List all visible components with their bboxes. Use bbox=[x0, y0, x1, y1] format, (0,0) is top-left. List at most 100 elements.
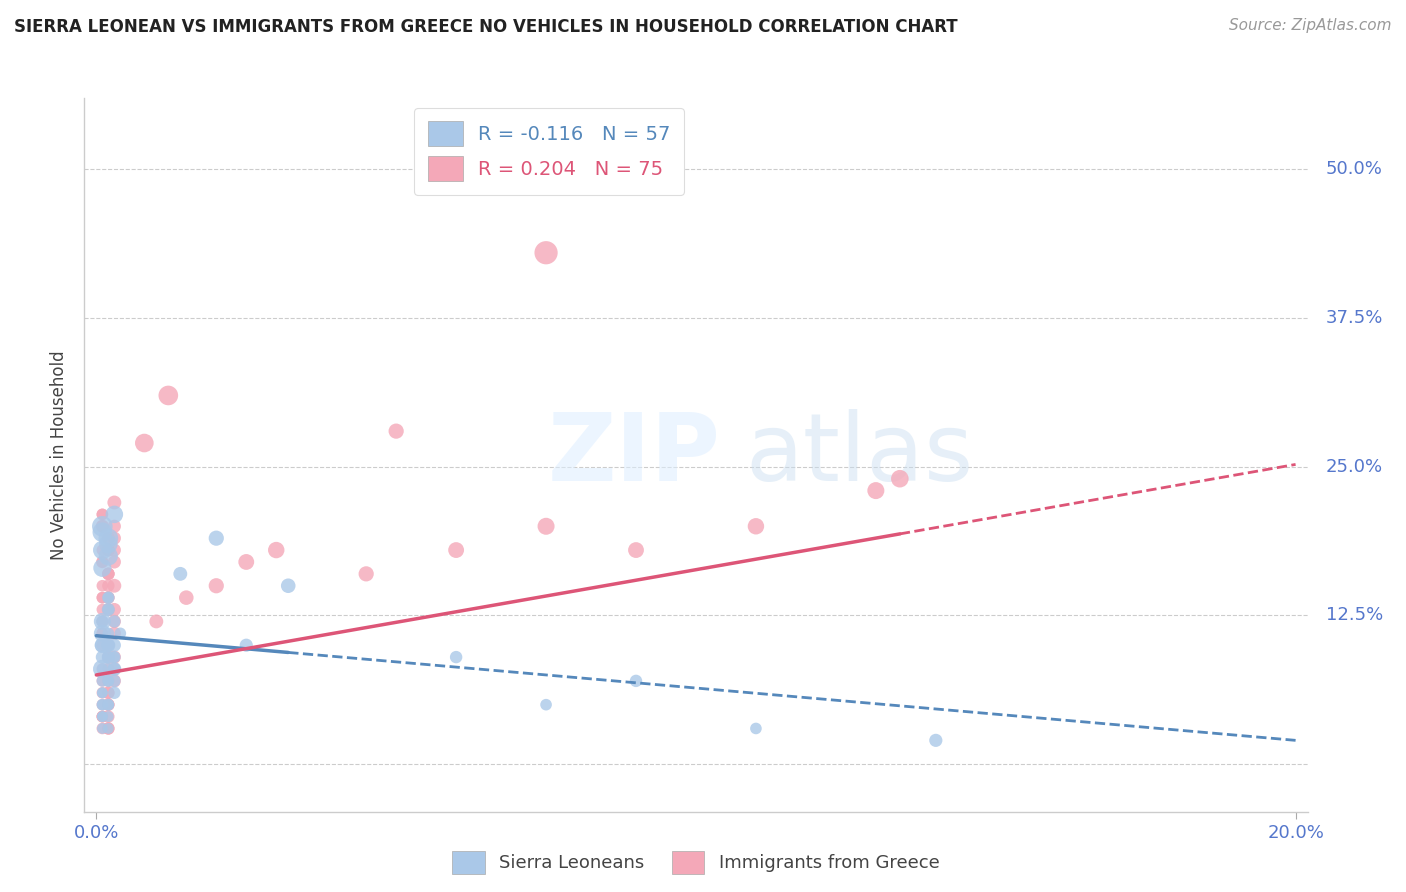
Point bbox=[97, 673, 120, 688]
Point bbox=[103, 543, 125, 558]
Point bbox=[91, 709, 114, 723]
Point bbox=[97, 698, 120, 712]
Point bbox=[103, 662, 125, 676]
Point bbox=[91, 508, 114, 522]
Point bbox=[91, 709, 114, 723]
Point bbox=[385, 424, 408, 438]
Point bbox=[91, 709, 114, 723]
Point bbox=[91, 591, 114, 605]
Point bbox=[91, 638, 114, 652]
Point bbox=[91, 615, 114, 629]
Point bbox=[91, 626, 114, 640]
Point bbox=[103, 626, 125, 640]
Point bbox=[97, 579, 120, 593]
Point bbox=[91, 662, 114, 676]
Point bbox=[103, 673, 125, 688]
Point bbox=[97, 602, 120, 616]
Point bbox=[97, 531, 120, 545]
Point bbox=[91, 638, 114, 652]
Point bbox=[91, 555, 114, 569]
Point bbox=[444, 650, 467, 665]
Point bbox=[235, 555, 257, 569]
Point bbox=[97, 566, 120, 581]
Point bbox=[103, 615, 125, 629]
Point bbox=[91, 673, 114, 688]
Point bbox=[97, 638, 120, 652]
Point bbox=[91, 543, 114, 558]
Point bbox=[624, 543, 647, 558]
Point bbox=[97, 591, 120, 605]
Point bbox=[145, 615, 167, 629]
Point bbox=[97, 722, 120, 736]
Point bbox=[91, 673, 114, 688]
Point bbox=[97, 709, 120, 723]
Point bbox=[97, 698, 120, 712]
Point bbox=[97, 650, 120, 665]
Point bbox=[91, 615, 114, 629]
Point bbox=[745, 722, 768, 736]
Point bbox=[103, 650, 125, 665]
Point bbox=[534, 519, 557, 533]
Point bbox=[97, 650, 120, 665]
Y-axis label: No Vehicles in Household: No Vehicles in Household bbox=[51, 350, 69, 560]
Point bbox=[91, 579, 114, 593]
Point bbox=[91, 519, 114, 533]
Point bbox=[205, 579, 228, 593]
Point bbox=[97, 602, 120, 616]
Point bbox=[97, 698, 120, 712]
Point bbox=[97, 650, 120, 665]
Point bbox=[103, 638, 125, 652]
Point bbox=[925, 733, 948, 747]
Point bbox=[97, 537, 120, 551]
Point bbox=[91, 686, 114, 700]
Point bbox=[97, 591, 120, 605]
Point bbox=[97, 673, 120, 688]
Point bbox=[103, 579, 125, 593]
Point bbox=[91, 662, 114, 676]
Point bbox=[91, 508, 114, 522]
Point bbox=[205, 531, 228, 545]
Point bbox=[134, 436, 156, 450]
Point bbox=[174, 591, 197, 605]
Point bbox=[103, 662, 125, 676]
Point bbox=[97, 638, 120, 652]
Point bbox=[277, 579, 299, 593]
Point bbox=[91, 698, 114, 712]
Point bbox=[91, 626, 114, 640]
Point bbox=[91, 638, 114, 652]
Text: atlas: atlas bbox=[745, 409, 973, 501]
Text: SIERRA LEONEAN VS IMMIGRANTS FROM GREECE NO VEHICLES IN HOUSEHOLD CORRELATION CH: SIERRA LEONEAN VS IMMIGRANTS FROM GREECE… bbox=[14, 18, 957, 36]
Text: 25.0%: 25.0% bbox=[1326, 458, 1382, 475]
Point bbox=[91, 709, 114, 723]
Point bbox=[97, 591, 120, 605]
Point bbox=[889, 472, 911, 486]
Point bbox=[97, 602, 120, 616]
Point bbox=[97, 602, 120, 616]
Point bbox=[91, 722, 114, 736]
Point bbox=[97, 698, 120, 712]
Point bbox=[745, 519, 768, 533]
Point bbox=[534, 245, 557, 260]
Point bbox=[91, 709, 114, 723]
Point bbox=[97, 709, 120, 723]
Point bbox=[110, 626, 132, 640]
Point bbox=[97, 566, 120, 581]
Point bbox=[444, 543, 467, 558]
Point bbox=[91, 686, 114, 700]
Point bbox=[624, 673, 647, 688]
Point bbox=[97, 543, 120, 558]
Point bbox=[91, 561, 114, 575]
Point bbox=[103, 673, 125, 688]
Point bbox=[103, 602, 125, 616]
Point bbox=[103, 508, 125, 522]
Point bbox=[103, 662, 125, 676]
Point bbox=[97, 566, 120, 581]
Point bbox=[97, 638, 120, 652]
Point bbox=[97, 650, 120, 665]
Point bbox=[103, 495, 125, 509]
Point bbox=[97, 626, 120, 640]
Point bbox=[91, 698, 114, 712]
Point bbox=[91, 615, 114, 629]
Point bbox=[91, 686, 114, 700]
Point bbox=[91, 555, 114, 569]
